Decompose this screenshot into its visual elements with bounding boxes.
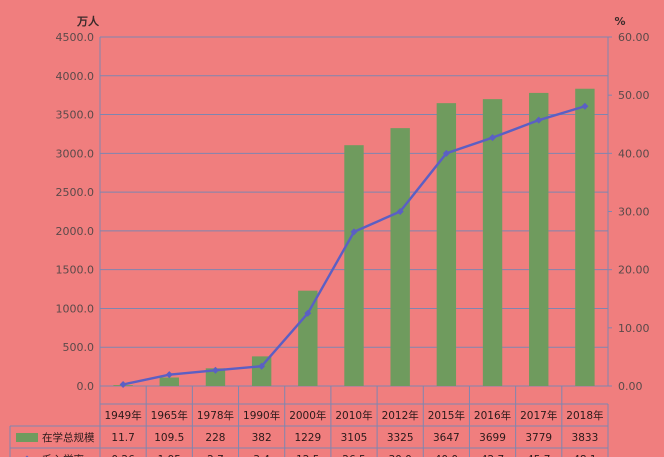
right-tick-label: 30.00 bbox=[618, 206, 650, 219]
bar bbox=[344, 145, 364, 386]
category-label: 1965年 bbox=[151, 409, 188, 422]
category-label: 1949年 bbox=[104, 409, 141, 422]
left-axis-ticks: 0.0 500.0 1000.0 1500.0 2000.0 2500.0 3000.0 35… bbox=[56, 31, 95, 393]
data-label-bar: 3699 bbox=[479, 432, 506, 444]
category-label: 2000年 bbox=[289, 409, 326, 422]
right-tick-label: 10.00 bbox=[618, 322, 650, 335]
left-tick-label: 3000.0 bbox=[56, 147, 95, 160]
data-label-line: 30.0 bbox=[388, 454, 411, 457]
data-label-bar: 3325 bbox=[387, 432, 414, 444]
data-label-line: 12.5 bbox=[296, 454, 319, 457]
category-label: 2010年 bbox=[335, 409, 372, 422]
data-label-line: 45.7 bbox=[527, 454, 550, 457]
right-tick-label: 40.00 bbox=[618, 147, 650, 160]
category-label: 2012年 bbox=[382, 409, 419, 422]
bar bbox=[436, 103, 457, 386]
bar-series bbox=[113, 88, 595, 387]
category-label: 2015年 bbox=[428, 409, 465, 422]
data-label-bar: 1229 bbox=[294, 432, 321, 444]
data-label-bar: 3105 bbox=[341, 432, 368, 444]
right-tick-label: 50.00 bbox=[618, 89, 650, 102]
data-label-bar: 3779 bbox=[525, 432, 552, 444]
left-tick-label: 500.0 bbox=[63, 341, 95, 354]
data-label-line: 42.7 bbox=[481, 454, 504, 457]
legend-label-line: 毛入学率 bbox=[42, 453, 84, 457]
category-label: 2016年 bbox=[474, 409, 511, 422]
right-axis-unit: % bbox=[614, 15, 625, 28]
left-tick-label: 1500.0 bbox=[56, 264, 95, 277]
rate-point bbox=[442, 149, 450, 157]
axes bbox=[99, 36, 612, 387]
rate-point bbox=[211, 366, 219, 374]
left-tick-label: 2000.0 bbox=[56, 225, 95, 238]
left-tick-label: 4500.0 bbox=[56, 31, 95, 44]
category-label: 2017年 bbox=[520, 409, 557, 422]
data-label-line: 1.95 bbox=[158, 454, 181, 457]
legend-label-bar: 在学总规模 bbox=[42, 431, 95, 444]
rate-point bbox=[165, 371, 173, 379]
rate-point bbox=[350, 228, 358, 236]
right-axis-ticks: 0.00 10.00 20.00 30.00 40.00 50.00 60.00 bbox=[618, 31, 650, 393]
left-axis-unit: 万人 bbox=[76, 14, 100, 28]
rate-point bbox=[535, 116, 543, 124]
left-tick-label: 1000.0 bbox=[56, 302, 95, 315]
data-label-line: 2.7 bbox=[207, 454, 224, 457]
left-tick-label: 4000.0 bbox=[56, 70, 95, 83]
data-label-line: 48.1 bbox=[573, 454, 596, 457]
bar bbox=[298, 290, 318, 386]
rate-point bbox=[396, 208, 404, 215]
left-tick-label: 3500.0 bbox=[56, 109, 95, 122]
rate-point bbox=[581, 102, 589, 110]
rate-point bbox=[304, 309, 312, 317]
right-tick-label: 20.00 bbox=[618, 264, 650, 277]
right-tick-label: 60.00 bbox=[618, 31, 650, 44]
bar bbox=[205, 368, 226, 386]
data-label-bar: 382 bbox=[252, 432, 272, 444]
data-label-line: 3.4 bbox=[253, 454, 270, 457]
rate-point bbox=[489, 134, 497, 142]
data-label-line: 0.26 bbox=[111, 454, 135, 457]
bar bbox=[390, 128, 410, 386]
bar bbox=[251, 356, 272, 386]
data-label-bar: 3833 bbox=[572, 432, 599, 444]
data-label-line: 40.0 bbox=[435, 454, 458, 457]
left-tick-label: 2500.0 bbox=[56, 186, 95, 199]
data-label-bar: 228 bbox=[205, 432, 225, 444]
data-label-bar: 109.5 bbox=[154, 432, 184, 444]
legend-swatch-bar bbox=[16, 433, 38, 442]
bar bbox=[529, 92, 549, 387]
right-tick-label: 0.00 bbox=[618, 380, 643, 393]
category-label: 2018年 bbox=[566, 409, 603, 422]
category-label: 1990年 bbox=[243, 409, 280, 422]
data-label-bar: 11.7 bbox=[111, 432, 134, 444]
rate-point bbox=[119, 380, 127, 388]
data-label-line: 26.5 bbox=[342, 454, 365, 457]
rate-point bbox=[258, 362, 266, 370]
left-tick-label: 0.0 bbox=[77, 380, 95, 393]
category-label: 1978年 bbox=[197, 409, 234, 422]
bar bbox=[575, 88, 595, 386]
data-label-bar: 3647 bbox=[433, 432, 460, 444]
bar bbox=[159, 377, 179, 386]
line-series bbox=[119, 102, 589, 388]
data-table: 1949年 1965年 1978年 1990年 2000年 2010年 2012年 2015年… bbox=[9, 386, 609, 457]
bar bbox=[482, 99, 503, 386]
